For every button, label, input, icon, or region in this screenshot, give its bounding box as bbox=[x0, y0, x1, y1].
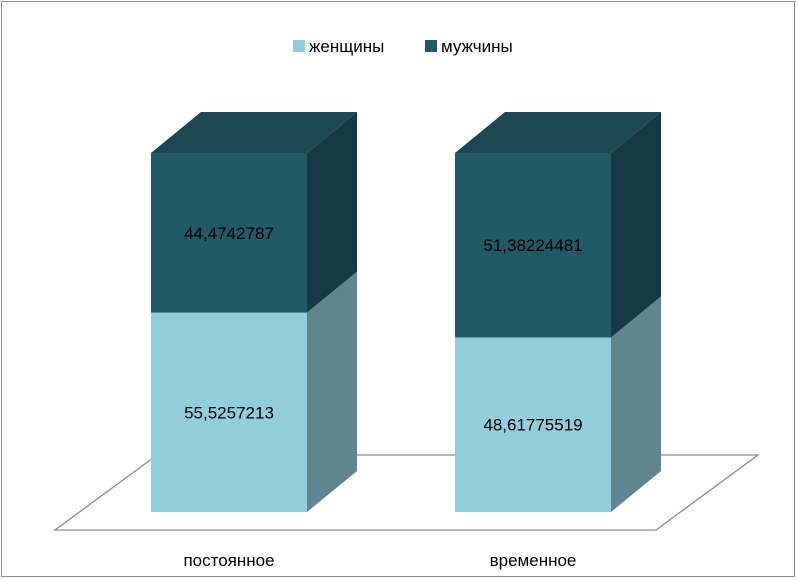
bars-group: 55,5257213 44,4742787 48,61775519 51,382244… bbox=[151, 112, 661, 512]
data-label-1-1: 51,38224481 bbox=[483, 236, 582, 255]
bar-top-0 bbox=[151, 112, 357, 153]
legend: женщины мужчины bbox=[293, 37, 513, 56]
bar-front-0-1 bbox=[151, 153, 307, 313]
legend-label-women: женщины bbox=[309, 37, 384, 56]
bar-front-1-0 bbox=[455, 337, 611, 512]
legend-label-men: мужчины bbox=[441, 37, 513, 56]
legend-swatch-men bbox=[425, 40, 437, 52]
category-label-permanent: постоянное bbox=[183, 551, 274, 570]
data-label-0-1: 44,4742787 bbox=[184, 224, 274, 243]
legend-swatch-women bbox=[293, 40, 305, 52]
bar-side-1-0 bbox=[611, 296, 661, 512]
category-label-temporary: временное bbox=[490, 551, 577, 570]
bar-side-0-1 bbox=[307, 112, 357, 313]
data-label-1-0: 48,61775519 bbox=[483, 416, 582, 435]
bar-side-0-0 bbox=[307, 271, 357, 512]
data-label-0-0: 55,5257213 bbox=[184, 403, 274, 422]
bar-front-1-1 bbox=[455, 153, 611, 338]
bar-top-1 bbox=[455, 112, 661, 153]
bar-front-0-0 bbox=[151, 312, 307, 512]
bar-side-1-1 bbox=[611, 112, 661, 338]
